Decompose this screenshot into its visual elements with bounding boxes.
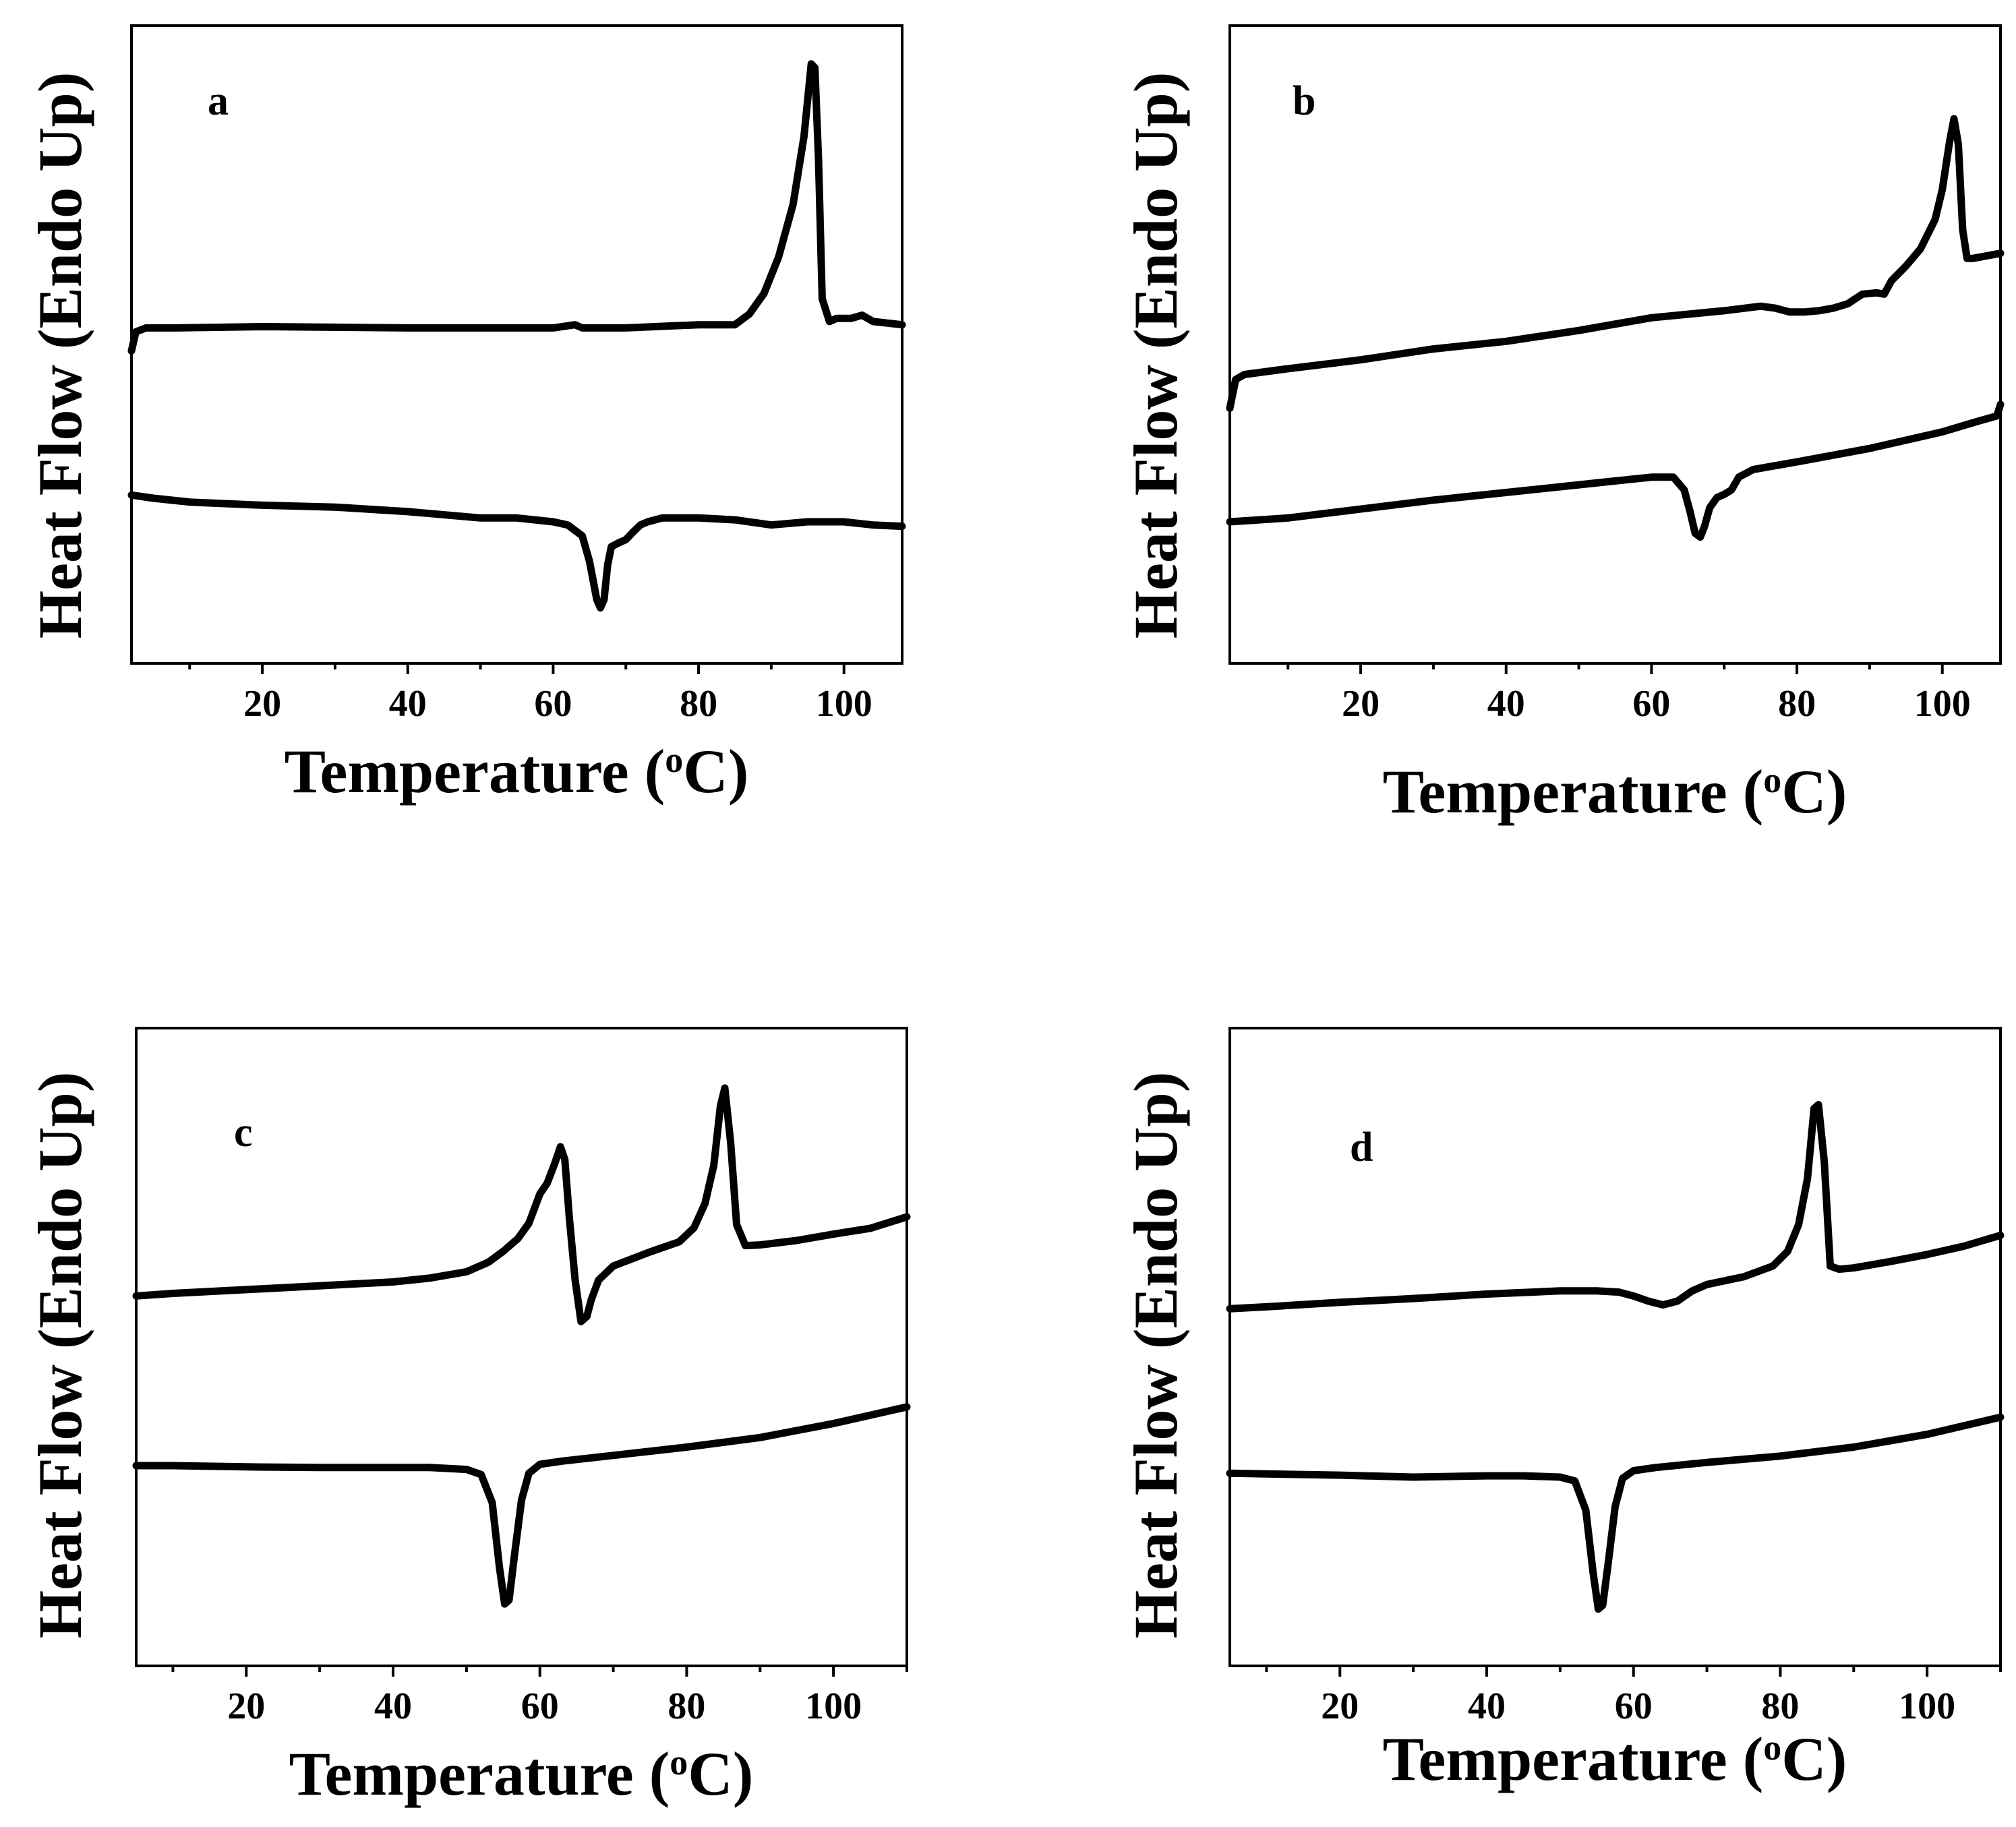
x-tick-label: 100 xyxy=(816,683,872,725)
x-tick-label: 20 xyxy=(227,1685,265,1727)
panel-b: 20 40 60 80 100 b Heat Flow (Endo Up) Temperatu… xyxy=(1121,24,2005,826)
series-heating-line xyxy=(1226,1101,2005,1313)
series-cooling-line xyxy=(1226,400,2005,541)
x-tick-label: 60 xyxy=(1632,683,1670,725)
x-tick-label: 80 xyxy=(1778,683,1816,725)
y-axis-title: Heat Flow (Endo Up) xyxy=(26,1072,94,1639)
y-axis-title: Heat Flow (Endo Up) xyxy=(26,72,94,639)
series-heating-line xyxy=(1226,115,2005,413)
plot-frame xyxy=(1228,24,2002,665)
x-tick-label: 40 xyxy=(1468,1685,1506,1727)
panel-label: a xyxy=(208,78,229,124)
x-tick-label: 40 xyxy=(389,683,427,725)
series-cooling-line xyxy=(127,491,906,612)
series-cooling-line xyxy=(1226,1413,2005,1613)
x-tick-label: 100 xyxy=(805,1685,862,1727)
x-axis-title: Temperature (oC) xyxy=(1383,757,1847,826)
x-tick-label: 80 xyxy=(668,1685,705,1727)
x-axis-title: Temperature (oC) xyxy=(289,1739,754,1808)
x-tick-label: 60 xyxy=(1615,1685,1653,1727)
panel-label: c xyxy=(234,1110,253,1156)
x-tick-label: 80 xyxy=(1761,1685,1799,1727)
panel-label: b xyxy=(1293,78,1315,124)
series-heating-line xyxy=(127,60,906,355)
x-tick-label: 100 xyxy=(1899,1685,1955,1727)
x-tick-label: 80 xyxy=(680,683,717,725)
panel-label: d xyxy=(1350,1125,1373,1170)
x-tick-label: 100 xyxy=(1914,683,1971,725)
plot-frame xyxy=(135,1027,908,1667)
series-cooling-line xyxy=(132,1403,911,1608)
y-axis-title: Heat Flow (Endo Up) xyxy=(1121,72,1190,639)
x-tick-label: 40 xyxy=(1487,683,1525,725)
x-tick-label: 20 xyxy=(1342,683,1380,725)
x-tick-label: 20 xyxy=(243,683,281,725)
y-axis-title: Heat Flow (Endo Up) xyxy=(1121,1072,1190,1639)
x-tick-label: 20 xyxy=(1321,1685,1359,1727)
x-tick-label: 40 xyxy=(374,1685,412,1727)
plot-frame xyxy=(130,24,903,665)
x-axis-title: Temperature (oC) xyxy=(285,737,749,806)
panel-d: 20 40 60 80 100 d Heat Flow (Endo Up) Temperatu… xyxy=(1121,1027,2005,1793)
x-axis-title: Temperature (oC) xyxy=(1383,1725,1847,1793)
x-tick-label: 60 xyxy=(521,1685,559,1727)
panel-a: 20 40 60 80 100 a Heat Flow (Endo Up) Temperatu… xyxy=(26,24,906,806)
plot-frame xyxy=(1228,1027,2002,1667)
panel-c: 20 40 60 80 100 c Heat Flow (Endo Up) Temperatu… xyxy=(26,1027,911,1808)
series-heating-line xyxy=(132,1084,911,1325)
x-tick-label: 60 xyxy=(534,683,572,725)
